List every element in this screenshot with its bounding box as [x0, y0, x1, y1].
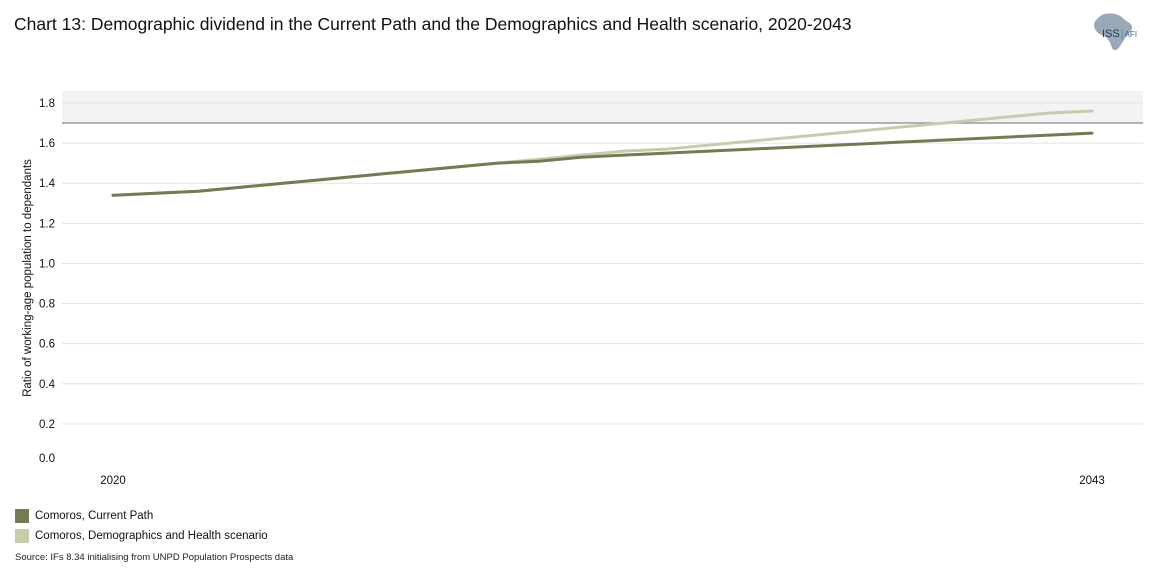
- legend-label-demographics-health: Comoros, Demographics and Health scenari…: [35, 530, 268, 542]
- x-tick-label: 2020: [100, 475, 126, 487]
- africa-logo-icon: [1094, 13, 1133, 51]
- logo-text-main: ISS: [1102, 28, 1120, 40]
- y-tick-label: 0.2: [39, 419, 55, 431]
- y-axis-label: Ratio of working-age population to depen…: [22, 159, 34, 397]
- y-tick-label: 0.6: [39, 339, 55, 351]
- y-tick-label: 1.2: [39, 218, 55, 230]
- legend: Comoros, Current Path Comoros, Demograph…: [15, 506, 268, 546]
- logo-text-sub: AFI: [1124, 30, 1138, 39]
- legend-label-current-path: Comoros, Current Path: [35, 510, 154, 522]
- legend-swatch-current-path: [15, 509, 29, 523]
- chart-title: Chart 13: Demographic dividend in the Cu…: [14, 14, 852, 34]
- y-tick-label: 1.4: [39, 178, 56, 190]
- legend-item-demographics-health: Comoros, Demographics and Health scenari…: [15, 526, 268, 546]
- highlight-band: [62, 91, 1143, 124]
- y-tick-label: 0.8: [39, 299, 55, 311]
- source-note: Source: IFs 8.34 initialising from UNPD …: [15, 552, 294, 563]
- legend-item-current-path: Comoros, Current Path: [15, 506, 268, 526]
- logo-text: ISS|AFI: [1102, 28, 1138, 40]
- y-tick-label: 1.8: [39, 98, 55, 110]
- logo-shape: [1094, 13, 1133, 51]
- legend-swatch-demographics-health: [15, 529, 29, 543]
- y-tick-label: 0.0: [39, 453, 55, 465]
- y-tick-label: 0.4: [39, 379, 56, 391]
- y-tick-label: 1.0: [39, 258, 55, 270]
- series-line-0: [111, 131, 1094, 197]
- x-tick-label: 2043: [1079, 475, 1105, 487]
- y-tick-label: 1.6: [39, 138, 55, 150]
